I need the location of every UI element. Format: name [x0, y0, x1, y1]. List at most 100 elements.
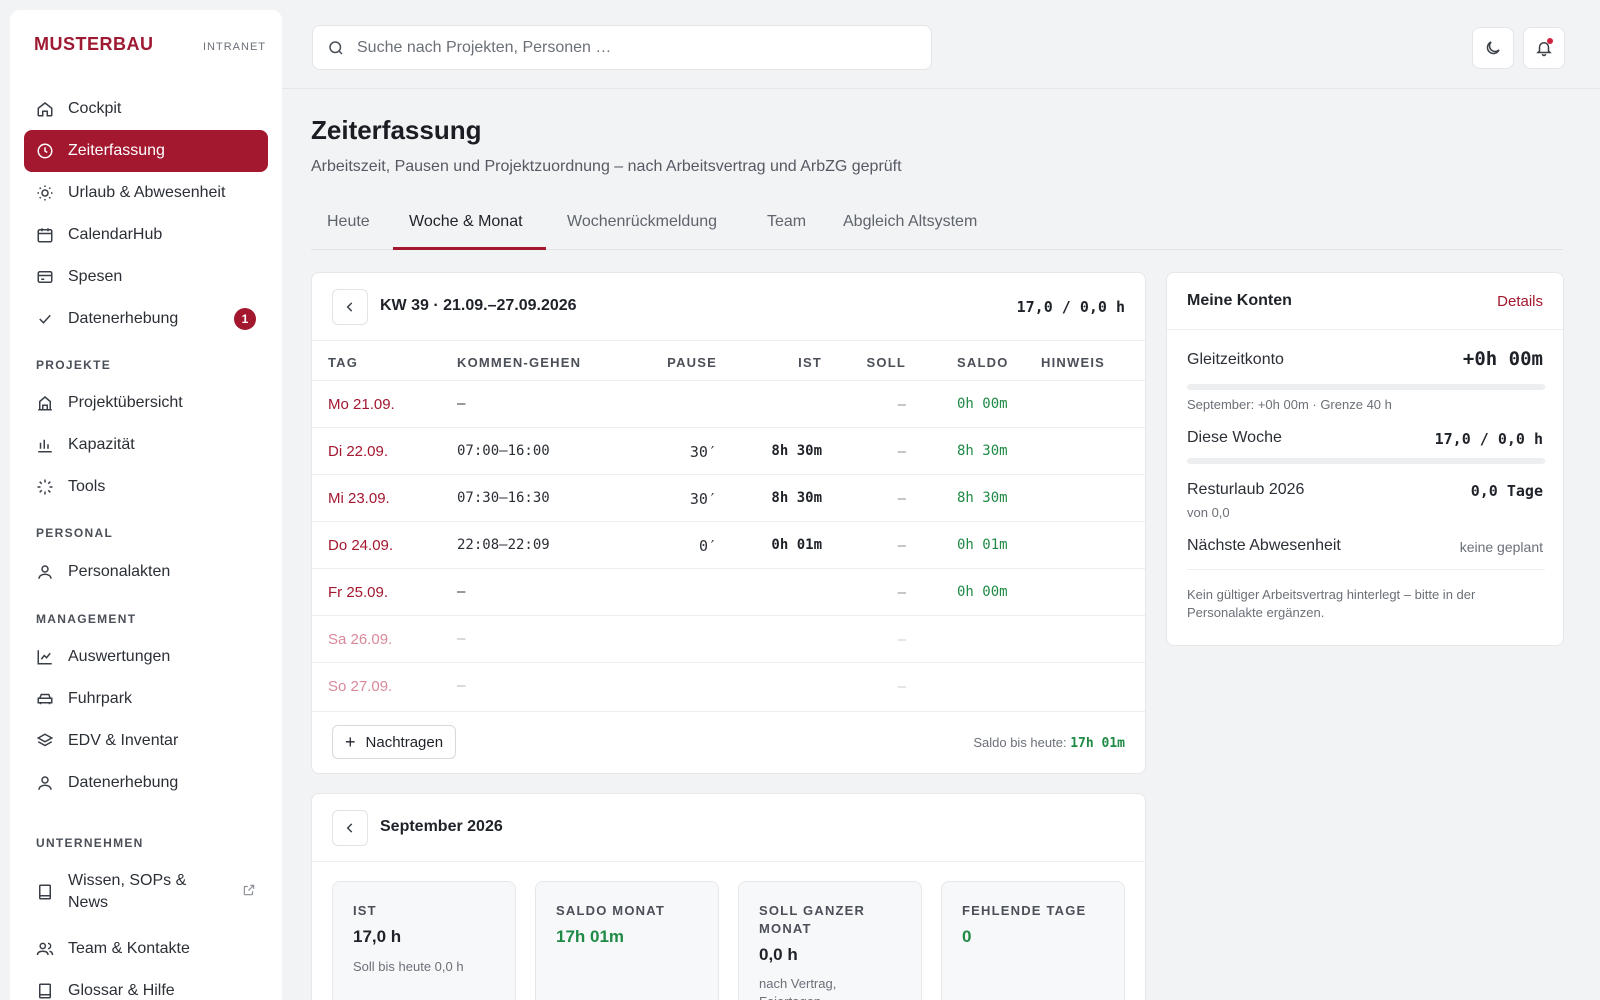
- vertrag-warning: Kein gültiger Arbeitsvertrag hinterlegt …: [1187, 587, 1476, 620]
- tab-team[interactable]: Team: [767, 213, 807, 230]
- gleitzeit-value: +0h 00m: [1462, 348, 1543, 370]
- column-header-saldo: SALDO: [957, 355, 1009, 370]
- sidebar-item-wissen[interactable]: Wissen, SOPs & News: [24, 865, 268, 919]
- week-card-footer: + Nachtragen Saldo bis heute: 17h 01m: [312, 711, 1145, 773]
- kommen-gehen-cell: –: [457, 396, 466, 412]
- stat-label: SALDO MONAT: [556, 903, 666, 918]
- sidebar-item-label: Spesen: [68, 268, 123, 285]
- tab-woche-monat[interactable]: Woche & Monat: [409, 213, 523, 230]
- sidebar-item-datenerhebung-management[interactable]: Datenerhebung: [24, 762, 268, 804]
- woche-value: 17,0 / 0,0 h: [1434, 430, 1543, 448]
- stat-value: 0,0 h: [759, 945, 798, 964]
- urlaub-value: 0,0 Tage: [1470, 482, 1543, 500]
- stat-soll-ganzer-monat: SOLL GANZER MONAT 0,0 h nach Vertrag, Fe…: [738, 881, 922, 1000]
- sidebar-item-kapazitaet[interactable]: Kapazität: [24, 424, 268, 466]
- notification-dot: [1547, 38, 1553, 44]
- sidebar-item-personalakten[interactable]: Personalakten: [24, 551, 268, 593]
- moon-icon: [1484, 39, 1502, 57]
- pause-cell: 0′: [698, 537, 717, 555]
- nachtragen-button[interactable]: + Nachtragen: [332, 725, 457, 759]
- kommen-gehen-cell: –: [457, 678, 466, 694]
- section-unternehmen: UNTERNEHMEN: [36, 836, 144, 850]
- sidebar-item-label: EDV & Inventar: [68, 732, 179, 749]
- table-row[interactable]: Di 22.09. 07:00–16:00 30′ 8h 30m – 8h 30…: [312, 427, 1145, 474]
- search-bar: [312, 25, 932, 70]
- stat-note: Soll bis heute 0,0 h: [353, 959, 464, 974]
- pause-cell: 30′: [689, 443, 717, 461]
- column-header-ist: IST: [798, 355, 822, 370]
- sidebar-item-spesen[interactable]: Spesen: [24, 256, 268, 298]
- sidebar-item-zeiterfassung[interactable]: Zeiterfassung: [24, 130, 268, 172]
- stat-value: 0: [962, 927, 972, 946]
- stat-label: IST: [353, 903, 377, 918]
- book-icon: [36, 883, 54, 901]
- sidebar-item-label: Datenerhebung: [68, 310, 179, 327]
- konten-title: Meine Konten: [1187, 292, 1292, 309]
- sidebar-item-urlaub[interactable]: Urlaub & Abwesenheit: [24, 172, 268, 214]
- table-row[interactable]: Mo 21.09. – – 0h 00m: [312, 380, 1145, 427]
- month-card: September 2026 IST 17,0 h Soll bis heute…: [311, 793, 1146, 1000]
- table-row[interactable]: Do 24.09. 22:08–22:09 0′ 0h 01m – 0h 01m: [312, 521, 1145, 568]
- dark-mode-button[interactable]: [1472, 27, 1514, 69]
- sidebar-item-auswertungen[interactable]: Auswertungen: [24, 636, 268, 678]
- sidebar-item-label: Team & Kontakte: [68, 940, 190, 957]
- calendar-icon: [36, 226, 54, 244]
- sidebar-item-edv[interactable]: EDV & Inventar: [24, 720, 268, 762]
- details-link[interactable]: Details: [1497, 293, 1543, 310]
- day-cell: Do 24.09.: [328, 537, 394, 554]
- previous-week-button[interactable]: [332, 289, 368, 325]
- stat-fehlende-tage: FEHLENDE TAGE 0: [941, 881, 1125, 1000]
- soll-cell: –: [897, 490, 906, 507]
- saldo-cell: 8h 30m: [957, 443, 1008, 459]
- sidebar-item-cockpit[interactable]: Cockpit: [24, 88, 268, 130]
- tab-abgleich-altsystem[interactable]: Abgleich Altsystem: [843, 213, 978, 230]
- sidebar-item-fuhrpark[interactable]: Fuhrpark: [24, 678, 268, 720]
- sidebar-item-team-kontakte[interactable]: Team & Kontakte: [24, 928, 268, 970]
- sidebar-item-label: Datenerhebung: [68, 774, 179, 791]
- saldo-cell: 8h 30m: [957, 490, 1008, 506]
- page-title: Zeiterfassung: [311, 115, 482, 145]
- sidebar-item-projektuebersicht[interactable]: Projektübersicht: [24, 382, 268, 424]
- sidebar-item-label: Urlaub & Abwesenheit: [68, 184, 226, 201]
- sidebar-item-calendarhub[interactable]: CalendarHub: [24, 214, 268, 256]
- saldo-bis-heute: Saldo bis heute: 17h 01m: [973, 735, 1125, 751]
- sun-icon: [36, 184, 54, 202]
- pause-cell: 30′: [689, 490, 717, 508]
- brand[interactable]: MUSTERBAU INTRANET: [34, 34, 266, 55]
- table-row[interactable]: So 27.09. – –: [312, 662, 1145, 709]
- urlaub-note: von 0,0: [1187, 505, 1230, 520]
- tab-wochenrueckmeldung[interactable]: Wochenrückmeldung: [567, 213, 718, 230]
- saldo-cell: 0h 00m: [957, 396, 1008, 412]
- search-input[interactable]: [357, 38, 897, 57]
- soll-cell: –: [897, 396, 906, 413]
- day-cell: Di 22.09.: [328, 443, 389, 460]
- sidebar-item-label: Fuhrpark: [68, 690, 133, 707]
- page-subtitle: Arbeitszeit, Pausen und Projektzuordnung…: [311, 158, 902, 175]
- users-icon: [36, 940, 54, 958]
- plus-icon: +: [345, 732, 356, 752]
- day-cell: Sa 26.09.: [328, 631, 393, 648]
- section-personal: PERSONAL: [36, 526, 114, 540]
- loader-icon: [36, 478, 54, 496]
- table-row[interactable]: Fr 25.09. – – 0h 00m: [312, 568, 1145, 615]
- table-row[interactable]: Mi 23.09. 07:30–16:30 30′ 8h 30m – 8h 30…: [312, 474, 1145, 521]
- column-header-hinweis: HINWEIS: [1041, 355, 1106, 370]
- ist-cell: 0h 01m: [771, 537, 822, 553]
- column-header-kommen-gehen: KOMMEN-GEHEN: [457, 355, 582, 370]
- sidebar-item-glossar[interactable]: Glossar & Hilfe: [24, 970, 268, 1000]
- notifications-button[interactable]: [1523, 27, 1565, 69]
- stat-label: SOLL GANZER MONAT: [759, 903, 866, 936]
- table-row[interactable]: Sa 26.09. – –: [312, 615, 1145, 662]
- nachtragen-label: Nachtragen: [365, 733, 444, 751]
- sidebar-item-label: Kapazität: [68, 436, 135, 453]
- sidebar-item-datenerhebung[interactable]: Datenerhebung 1: [24, 298, 268, 340]
- card-icon: [36, 268, 54, 286]
- previous-month-button[interactable]: [332, 810, 368, 846]
- tab-heute[interactable]: Heute: [327, 213, 370, 230]
- sidebar-item-label: Wissen, SOPs & News: [68, 872, 187, 911]
- sidebar-item-label: Glossar & Hilfe: [68, 982, 175, 999]
- ist-cell: 8h 30m: [771, 490, 822, 506]
- sidebar-item-tools[interactable]: Tools: [24, 466, 268, 508]
- chevron-left-icon: [343, 821, 357, 835]
- column-header-soll: SOLL: [866, 355, 906, 370]
